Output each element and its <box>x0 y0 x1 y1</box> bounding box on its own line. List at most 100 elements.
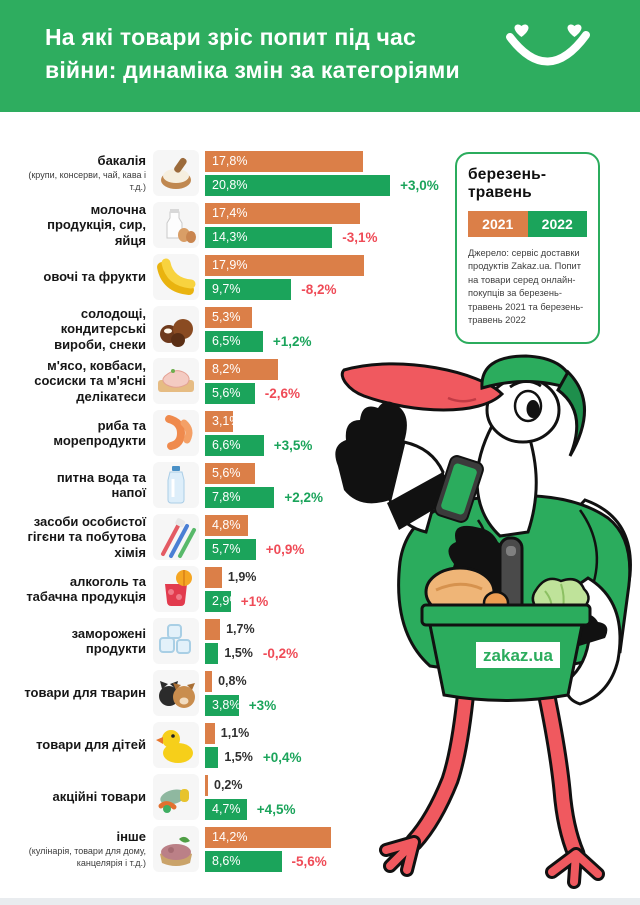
chocolates-icon <box>153 306 199 352</box>
bar-value: 3,1% <box>212 414 241 428</box>
bar-2022 <box>205 642 219 664</box>
bar-2021: 5,6% <box>205 462 255 484</box>
bar-2022: 6,6% <box>205 434 264 456</box>
sandwich-icon <box>153 826 199 872</box>
bar-2021: 8,2% <box>205 358 278 380</box>
category-row: солодощі, кондитерські вироби, снеки 5,3%… <box>20 303 440 355</box>
toothbrushes-icon <box>153 514 199 560</box>
page-title-line2: війни: динаміка змін за категоріями <box>45 57 460 84</box>
category-name: заморожені продукти <box>71 625 146 656</box>
category-row: питна вода та напої 5,6% 7,8% +2,2% <box>20 459 440 511</box>
mascot-legs <box>379 680 605 889</box>
category-name: засоби особистої гігєни та побутова хімі… <box>27 514 146 560</box>
bar-value: 8,2% <box>212 362 241 376</box>
shopping-basket: zakaz.ua <box>420 603 592 702</box>
change-label: +1,2% <box>272 333 312 349</box>
bar-value: 9,7% <box>212 282 241 296</box>
bar-value: 0,2% <box>214 778 243 792</box>
change-label: -5,6% <box>291 853 327 869</box>
milk-eggs-icon <box>153 202 199 248</box>
category-label: інше (кулінарія, товари для дому, канцеля… <box>20 829 153 869</box>
page-title-line1: На які товари зріс попит під час <box>45 24 417 50</box>
bar-2021: 4,8% <box>205 514 248 536</box>
bar-value: 3,8% <box>212 698 241 712</box>
legend-card: березень-травень 2021 2022 Джерело: серві… <box>455 152 600 344</box>
bar-value: 4,7% <box>212 802 241 816</box>
category-name: товари для дітей <box>36 737 146 753</box>
change-label: +1% <box>240 593 269 609</box>
change-label: +2,2% <box>284 489 324 505</box>
bar-value: 0,8% <box>218 674 247 688</box>
bar-value: 1,9% <box>227 570 257 584</box>
category-name: питна вода та напої <box>56 469 146 500</box>
bar-line-2022: 6,5% +1,2% <box>205 330 440 352</box>
bar-line-2021: 3,1% <box>205 410 440 432</box>
category-label: овочі та фрукти <box>20 269 153 284</box>
category-row: інше (кулінарія, товари для дому, канцеля… <box>20 823 440 875</box>
bar-line-2022: 5,6% -2,6% <box>205 382 440 404</box>
cocktail-icon <box>153 566 199 612</box>
header-banner: На які товари зріс попит під час війни: … <box>0 0 640 112</box>
change-label: -8,2% <box>301 281 337 297</box>
bar-value: 7,8% <box>212 490 241 504</box>
bar-value: 17,9% <box>212 258 248 272</box>
bar-line-2022: 2,9% +1% <box>205 590 440 612</box>
bar-value: 14,2% <box>212 830 248 844</box>
mascot-waving-wing <box>335 401 407 504</box>
category-label: заморожені продукти <box>20 626 153 657</box>
category-row: овочі та фрукти 17,9% 9,7% -8,2% <box>20 251 440 303</box>
bar-2022: 20,8% <box>205 174 391 196</box>
bar-value: 5,3% <box>212 310 241 324</box>
category-row: бакалія (крупи, консерви, чай, кава і т.д… <box>20 147 440 199</box>
category-subname: (крупи, консерви, чай, кава і т.д.) <box>28 170 146 192</box>
bar-value: 8,6% <box>212 854 241 868</box>
bar-2021: 3,1% <box>205 410 241 432</box>
category-row: алкоголь та табачна продукція 1,9% 2,9% +1% <box>20 563 440 615</box>
pets-icon <box>153 670 199 716</box>
page-title: На які товари зріс попит під час війни: … <box>45 21 460 88</box>
ice-cubes-icon <box>153 618 199 664</box>
bar-line-2021: 17,4% <box>205 202 440 224</box>
legend-title: березень-травень <box>468 166 547 201</box>
bar-2021: 17,4% <box>205 202 360 224</box>
category-label: солодощі, кондитерські вироби, снеки <box>20 306 153 352</box>
bar-line-2021: 1,1% <box>205 722 440 744</box>
bar-value: 2,9% <box>212 594 241 608</box>
category-name: інше <box>116 829 146 845</box>
category-name: м'ясо, ковбаси, сосиски та м'ясні деліка… <box>34 358 146 404</box>
bar-line-2022: 3,8% +3% <box>205 694 440 716</box>
category-row: товари для тварин 0,8% 3,8% +3% <box>20 667 440 719</box>
category-row: товари для дітей 1,1% 1,5% +0,4% <box>20 719 440 771</box>
bar-2021 <box>205 722 215 744</box>
bottom-edge-strip <box>0 898 640 905</box>
category-name: бакалія <box>97 153 146 169</box>
bar-value: 5,7% <box>212 542 241 556</box>
bar-value: 1,5% <box>224 646 253 660</box>
bar-line-2021: 14,2% <box>205 826 440 848</box>
bar-line-2022: 7,8% +2,2% <box>205 486 440 508</box>
category-bar-chart: бакалія (крупи, консерви, чай, кава і т.д… <box>20 147 440 875</box>
category-label: товари для тварин <box>20 685 153 700</box>
bar-line-2022: 20,8% +3,0% <box>205 174 440 196</box>
bar-2022: 14,3% <box>205 226 333 248</box>
category-name: овочі та фрукти <box>43 269 146 285</box>
bar-line-2021: 0,8% <box>205 670 440 692</box>
change-label: -0,2% <box>262 645 299 661</box>
bar-2021 <box>205 566 222 588</box>
category-name: товари для тварин <box>24 685 146 701</box>
category-row: акційні товари 0,2% 4,7% +4,5% <box>20 771 440 823</box>
water-bottle-icon <box>153 462 199 508</box>
bar-2021 <box>205 774 208 796</box>
bar-2022: 2,9% <box>205 590 241 612</box>
change-label: +3,0% <box>400 177 439 193</box>
bar-value: 20,8% <box>212 178 248 192</box>
flour-scoop-icon <box>153 150 199 196</box>
meat-icon <box>153 358 199 404</box>
category-label: акційні товари <box>20 789 153 804</box>
bar-value: 5,6% <box>212 466 241 480</box>
category-label: засоби особистої гігєни та побутова хімі… <box>20 514 153 560</box>
category-row: засоби особистої гігєни та побутова хімі… <box>20 511 440 563</box>
category-row: м'ясо, ковбаси, сосиски та м'ясні деліка… <box>20 355 440 407</box>
change-label: +0,9% <box>265 541 305 557</box>
